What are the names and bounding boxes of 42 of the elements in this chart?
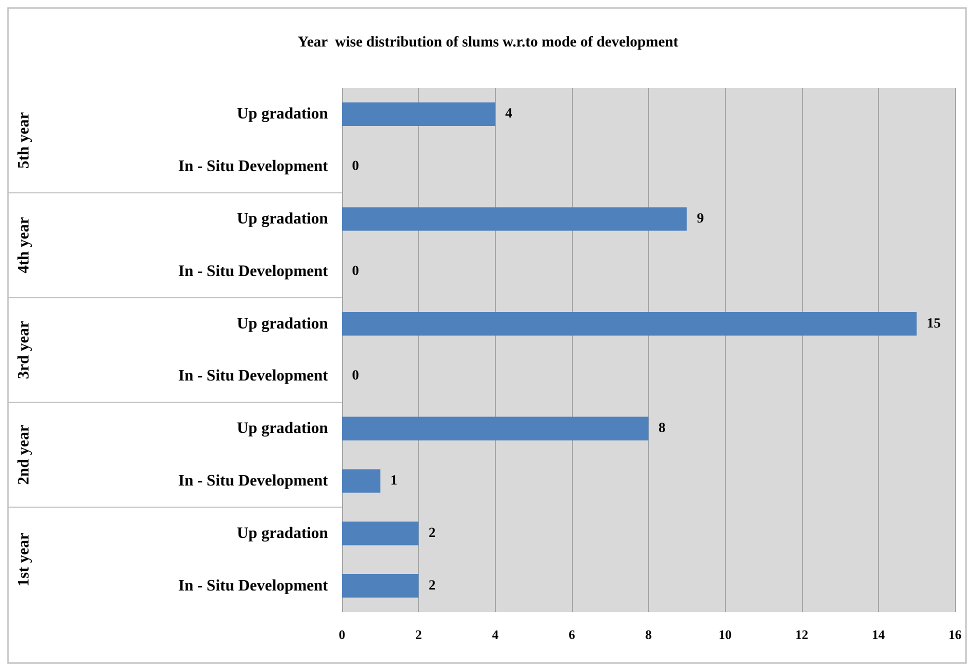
data-label: 0 <box>352 368 359 384</box>
x-tick-label: 16 <box>948 627 962 642</box>
y-tick-label: In - Situ Development <box>178 472 329 490</box>
y-tick-label: Up gradation <box>236 524 328 542</box>
y-tick-label: In - Situ Development <box>178 368 329 385</box>
y-tick-label: Up gradation <box>236 210 328 228</box>
x-tick-label: 6 <box>568 627 576 642</box>
bar <box>342 102 496 126</box>
text: 5th year <box>16 112 32 169</box>
x-tick-label: 8 <box>645 627 652 642</box>
y-tick-label: Up gradation <box>236 315 328 332</box>
x-tick-label: 10 <box>718 627 732 642</box>
data-label: 2 <box>428 578 436 594</box>
x-tick-label: 4 <box>492 627 499 642</box>
bar <box>342 312 917 336</box>
y-tick-label: Up gradation <box>236 106 328 123</box>
bar <box>342 207 687 231</box>
bar <box>342 416 648 440</box>
data-label: 15 <box>926 316 941 332</box>
data-label: 9 <box>696 212 704 226</box>
y-tick-label: In - Situ Development <box>178 158 329 176</box>
data-label: 4 <box>505 106 512 122</box>
bar <box>342 469 380 493</box>
x-tick-label: 0 <box>338 627 346 642</box>
x-tick-label: 14 <box>872 627 886 642</box>
x-tick-label: 2 <box>415 627 422 642</box>
bar <box>342 574 419 598</box>
data-label: 0 <box>352 264 359 279</box>
y-tick-label: In - Situ Development <box>178 577 329 594</box>
bar <box>342 522 419 546</box>
data-label: 8 <box>658 421 666 436</box>
chart-title: Year wise distribution of slums w.r.to mode of development <box>298 34 678 50</box>
data-label: 2 <box>428 526 436 541</box>
y-tick-label: Up gradation <box>236 420 328 438</box>
data-label: 0 <box>352 159 359 174</box>
text: 1st year <box>16 532 32 586</box>
x-tick-label: 12 <box>795 627 808 642</box>
text: 3rd year <box>16 320 32 380</box>
text: 4th year <box>16 216 32 274</box>
y-tick-label: In - Situ Development <box>178 262 329 280</box>
text: 2nd year <box>16 424 32 485</box>
data-label: 1 <box>390 474 398 488</box>
